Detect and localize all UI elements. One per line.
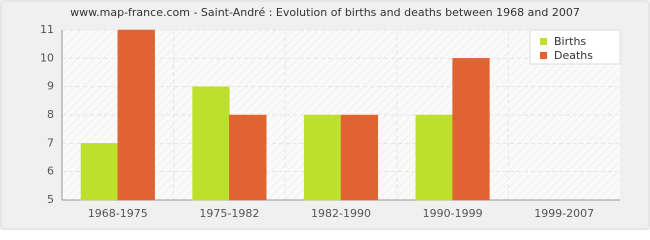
- chart-title: www.map-france.com - Saint-André : Evolu…: [70, 6, 580, 19]
- x-tick-label: 1975-1982: [199, 207, 259, 220]
- x-tick-label: 1999-2007: [534, 207, 594, 220]
- y-tick-label: 8: [47, 108, 54, 121]
- chart: www.map-france.com - Saint-André : Evolu…: [0, 0, 650, 230]
- bar: [192, 86, 230, 201]
- page: {"chart_data": {"type": "bar", "title": …: [0, 0, 650, 230]
- legend-label: Births: [554, 35, 586, 48]
- legend-swatch: [540, 38, 547, 45]
- y-tick-label: 9: [47, 80, 54, 93]
- bar: [229, 114, 267, 201]
- x-tick-label: 1982-1990: [311, 207, 371, 220]
- bar: [80, 143, 119, 201]
- y-tick-label: 5: [47, 193, 54, 206]
- y-tick-label: 11: [40, 23, 54, 36]
- y-tick-label: 7: [47, 136, 54, 149]
- bar: [303, 114, 342, 201]
- x-tick-label: 1968-1975: [88, 207, 148, 220]
- legend-swatch: [540, 52, 547, 59]
- bar: [452, 58, 490, 201]
- x-tick-label: 1990-1999: [423, 207, 483, 220]
- legend-label: Deaths: [554, 49, 593, 62]
- y-tick-label: 10: [40, 51, 54, 64]
- bar: [340, 114, 379, 201]
- bar: [415, 114, 453, 201]
- y-tick-label: 6: [47, 165, 54, 178]
- frame: [0, 0, 650, 230]
- bar: [117, 29, 155, 201]
